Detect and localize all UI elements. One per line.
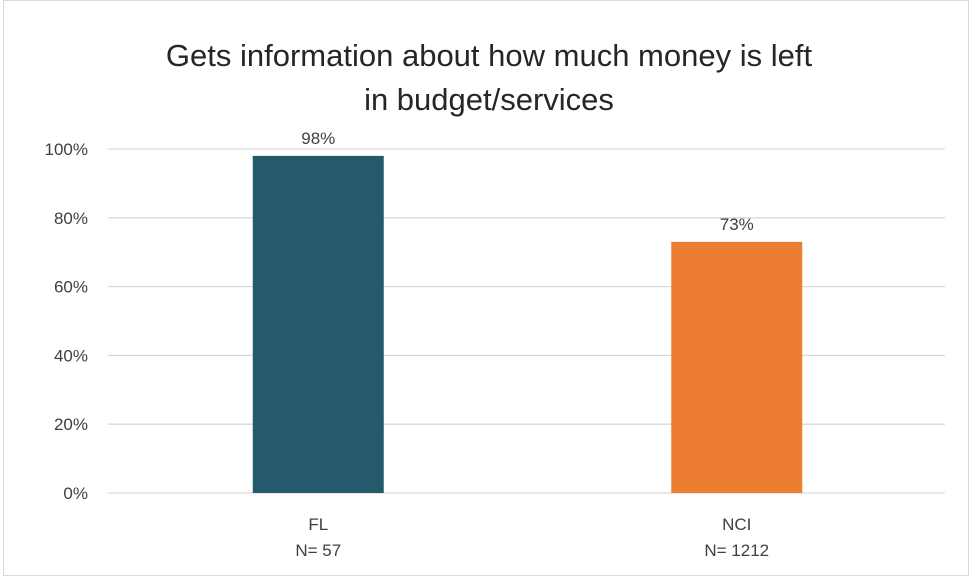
bar [671,241,803,493]
chart-title-line-2: in budget/services [364,82,614,117]
y-tick-label: 20% [54,415,88,434]
chart-title: Gets information about how much money is… [0,34,978,122]
y-tick-label: 60% [54,278,88,297]
x-tick-label: FL [308,515,328,534]
y-tick-label: 100% [45,140,88,159]
data-label: 73% [720,215,754,234]
chart-title-line-1: Gets information about how much money is… [165,38,813,73]
x-tick-sublabel: N= 1212 [704,541,769,560]
x-tick-label: NCI [722,515,751,534]
x-tick-sublabel: N= 57 [295,541,341,560]
y-tick-label: 80% [54,209,88,228]
y-tick-label: 40% [54,346,88,365]
chart-frame [3,0,969,576]
bar [252,155,384,493]
data-label: 98% [301,129,335,148]
y-tick-label: 0% [63,484,88,503]
